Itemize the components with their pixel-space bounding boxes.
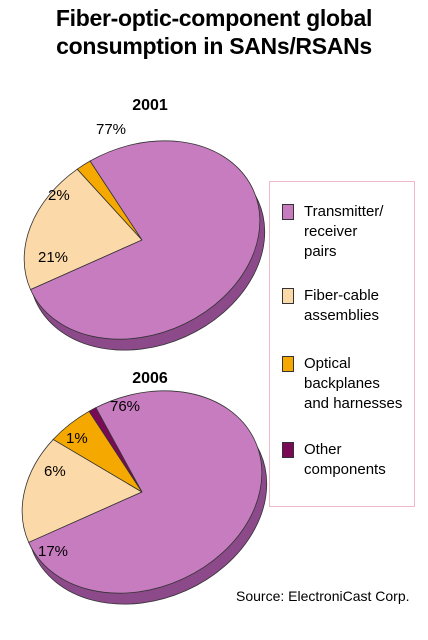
pie-label-fiber-cable: 17% — [38, 543, 68, 560]
legend-swatch-fiber-cable — [282, 288, 294, 304]
legend-line: Transmitter/ — [304, 203, 384, 220]
pie-label-other: 1% — [66, 430, 88, 447]
legend-swatch-other — [282, 442, 294, 458]
pie-title: 2001 — [132, 97, 168, 114]
pie-label-transmitter: 77% — [96, 121, 126, 138]
chart-title: Fiber-optic-component global consumption… — [14, 4, 414, 60]
pie-label-backplanes: 2% — [48, 187, 70, 204]
pie-slice-fiber-cable — [23, 168, 143, 291]
pie-slice-transmitter — [28, 390, 263, 594]
legend-line: Optical — [304, 355, 351, 372]
pie-label-fiber-cable: 21% — [38, 249, 68, 266]
legend-swatch-backplanes — [282, 356, 294, 372]
pie-slice-transmitter — [30, 140, 261, 340]
legend-swatch-transmitter — [282, 204, 294, 220]
legend-line: assemblies — [304, 307, 380, 324]
title-line-2: consumption in SANs/RSANs — [56, 33, 372, 59]
source-note: Source: ElectroniCast Corp. — [236, 588, 410, 604]
legend-label-backplanes: Optical backplanes and harnesses — [304, 354, 422, 414]
pie-label-backplanes: 6% — [44, 463, 66, 480]
legend-line: backplanes — [304, 375, 380, 392]
legend-label-fiber-cable: Fiber-cable assemblies — [304, 286, 422, 326]
legend-line: and harnesses — [304, 395, 403, 412]
pie-2006: 2006 76% 17% 6%1% — [21, 370, 268, 605]
legend: Transmitter/ receiver pairs Fiber-cable … — [269, 181, 415, 507]
pie-slice-fiber-cable — [21, 438, 143, 543]
pie-label-transmitter: 76% — [110, 398, 140, 415]
title-line-1: Fiber-optic-component global — [55, 5, 373, 31]
legend-line: Fiber-cable — [304, 287, 380, 304]
pie-title: 2006 — [132, 370, 168, 387]
legend-line: pairs — [304, 243, 337, 260]
legend-line: Other — [304, 441, 342, 458]
legend-line: components — [304, 461, 386, 478]
legend-line: receiver — [304, 223, 358, 240]
legend-label-other: Other components — [304, 440, 422, 480]
pie-2001: 2001 77% 21% 2% — [23, 97, 266, 351]
legend-label-transmitter: Transmitter/ receiver pairs — [304, 202, 422, 262]
